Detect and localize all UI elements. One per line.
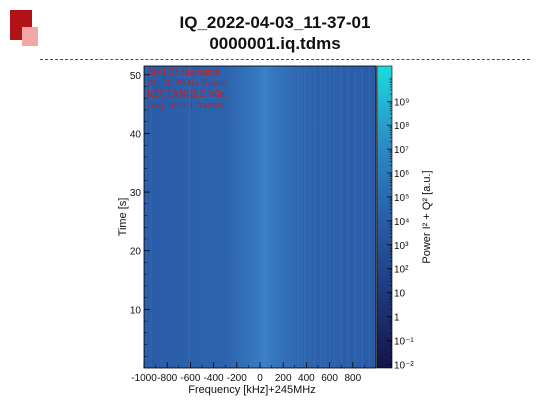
z-tick-label: 10⁹: [394, 97, 409, 108]
color-axis-ticks: 10⁻² 10⁻¹ 1 10 10² 10³ 10⁴ 10⁵ 10⁶ 10⁷ 10⁸ 10⁹: [387, 78, 414, 371]
logo: [10, 10, 40, 50]
z-tick-label: 10⁴: [394, 217, 409, 228]
color-axis-label: Power I² + Q² [a.u.]: [421, 170, 433, 263]
chart-title-line-1: IQ_2022-04-03_11-37-01: [179, 13, 371, 32]
z-tick-label: 10⁵: [394, 193, 409, 204]
x-tick-label: -200: [227, 373, 247, 384]
x-axis-ticks: -1000 -800 -600 -400 -200 0 200 400 600 800: [131, 362, 377, 384]
z-tick-label: 10⁻²: [394, 360, 414, 371]
x-tick-label: -600: [180, 373, 200, 384]
x-tick-label: 200: [275, 373, 292, 384]
y-axis-label: Time [s]: [117, 198, 129, 237]
x-tick-label: 0: [257, 373, 263, 384]
y-tick-label: 20: [130, 247, 142, 258]
chart-title-line-2: 0000001.iq.tdms: [209, 34, 341, 53]
z-tick-label: 10³: [394, 241, 409, 252]
z-tick-label: 10⁶: [394, 169, 409, 180]
y-tick-label: 30: [130, 188, 142, 199]
color-palette-bar: [376, 65, 393, 369]
x-axis-label: Frequency [kHz]+245MHz: [188, 384, 315, 396]
z-tick-label: 10²: [394, 265, 409, 276]
z-tick-label: 10⁷: [394, 145, 409, 156]
x-tick-label: 800: [344, 373, 361, 384]
y-tick-label: 40: [130, 129, 142, 140]
y-axis-ticks: 10 20 30 40 50: [130, 71, 150, 357]
frequency-streaks: [146, 67, 370, 367]
y-tick-label: 50: [130, 71, 142, 82]
x-tick-label: -800: [157, 373, 177, 384]
z-tick-label: 10⁸: [394, 121, 409, 132]
annotation-window: RECTANGLE Win.: [147, 89, 227, 100]
logo-square-light: [22, 27, 38, 46]
plot-annotations: Δt=1.31 ms/frame Δf=76.29 Hz/frame RECTA…: [147, 67, 227, 111]
title-divider: [40, 59, 530, 60]
annotation-average: Avg. over 1 frames: [147, 100, 224, 111]
y-tick-label: 10: [130, 305, 142, 316]
z-tick-label: 10: [394, 289, 406, 300]
z-tick-label: 10⁻¹: [394, 336, 414, 347]
z-tick-label: 1: [394, 312, 400, 323]
annotation-dt: Δt=1.31 ms/frame: [147, 67, 220, 78]
x-tick-label: -400: [204, 373, 224, 384]
annotation-df: Δf=76.29 Hz/frame: [147, 78, 226, 89]
x-tick-label: 400: [298, 373, 315, 384]
x-tick-label: 600: [321, 373, 338, 384]
x-tick-label: -1000: [131, 373, 157, 384]
